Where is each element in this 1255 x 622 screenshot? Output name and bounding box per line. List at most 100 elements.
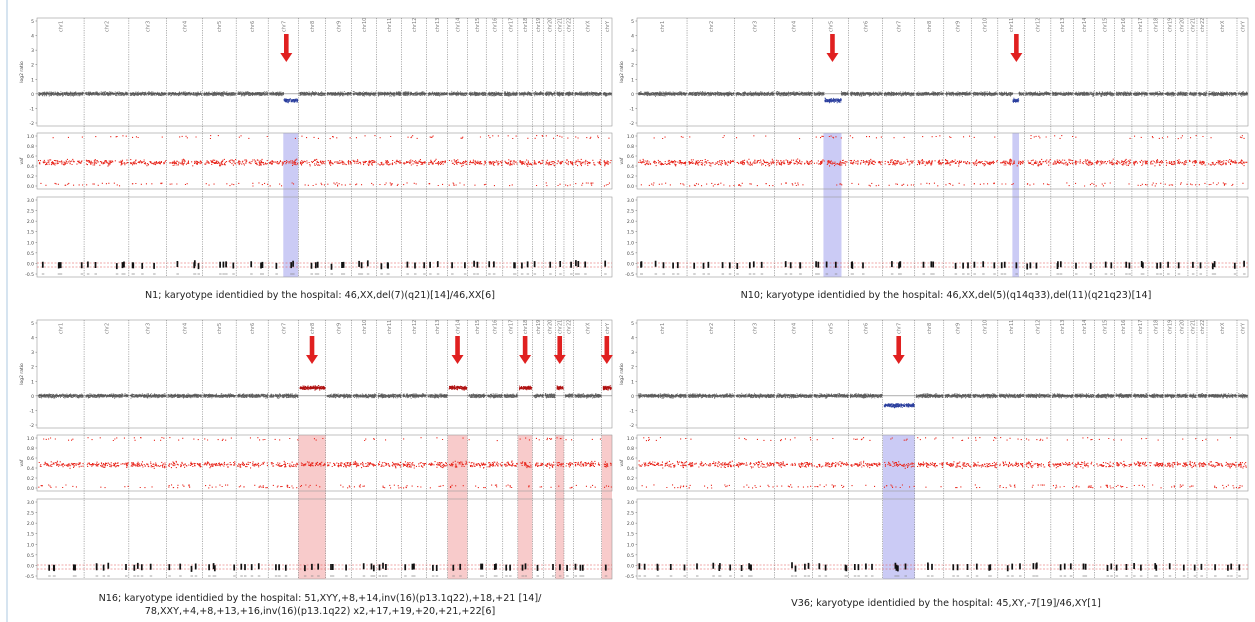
- vaf-axis-label: vaf: [619, 157, 625, 164]
- chromosome-label: chr12: [1036, 18, 1042, 32]
- chromosome-label: chrY: [1240, 20, 1246, 32]
- log2-tick-label: 4: [31, 34, 34, 40]
- vaf-track-frame: [636, 132, 1249, 190]
- cn-tick-label: 0.5: [627, 251, 634, 257]
- highlight-region: [882, 435, 915, 579]
- red-arrow: [826, 34, 839, 62]
- chromosome-label: chr10: [983, 18, 989, 32]
- log2-tick-label: -1: [630, 106, 635, 112]
- vaf-tick-label: 0.8: [27, 144, 34, 150]
- chromosome-label: chr15: [475, 18, 481, 32]
- vaf-tick-label: 0.6: [627, 154, 634, 160]
- chromosome-label: chr2: [104, 323, 110, 334]
- vaf-tick-label: 0.2: [27, 476, 34, 482]
- vaf-tick-label: 0.8: [27, 446, 34, 452]
- log2-tick-label: -2: [630, 121, 635, 127]
- highlight-region: [823, 133, 842, 277]
- chromosome-label: chr3: [146, 323, 152, 334]
- chromosome-label: chr1: [59, 21, 65, 32]
- chromosome-label: chrY: [605, 20, 611, 32]
- cn-tick-label: 2.5: [27, 209, 34, 215]
- log2-tick-label: 5: [31, 19, 34, 25]
- chromosome-label: chr2: [709, 323, 715, 334]
- caption-V36: V36; karyotype identidied by the hospita…: [791, 598, 1101, 609]
- cn-tick-label: -0.5: [25, 272, 34, 278]
- panel-N10: 5 4 3 2 1 0 -1 -2 1.0 0.8 0.6 0.4 0.2 0.0 3.0 2.5 2.0 1.5…: [619, 18, 1249, 278]
- red-arrow-head: [306, 355, 319, 364]
- panel-N1: 5 4 3 2 1 0 -1 -2 1.0 0.8 0.6 0.4 0.2 0.0 3.0 2.5 2.0 1.5…: [19, 18, 613, 278]
- chromosome-label: chr2: [709, 21, 715, 32]
- chromosome-label: chr7: [897, 21, 903, 32]
- cn-tick-label: 0.5: [27, 553, 34, 559]
- vaf-tick-label: 0.2: [27, 174, 34, 180]
- log2-tick-label: -1: [630, 408, 635, 414]
- cn-tick-label: 0.0: [27, 261, 34, 267]
- chromosome-label: chr17: [1138, 18, 1144, 32]
- chromosome-label: chr6: [864, 323, 870, 334]
- vaf-tick-label: 0.0: [627, 184, 634, 190]
- log2-tick-label: 0: [31, 394, 34, 400]
- red-arrow: [451, 336, 464, 364]
- caption-N16-line-1: N16; karyotype identidied by the hospita…: [98, 593, 542, 604]
- log2-tick-label: -2: [630, 423, 635, 429]
- log2-axis-label: log2 ratio: [19, 61, 25, 83]
- chromosome-label: chr6: [250, 323, 256, 334]
- chromosome-label: chr8: [927, 323, 933, 334]
- chromosome-label: chr6: [864, 21, 870, 32]
- cn-markers: [41, 260, 607, 270]
- chromosome-label: chr4: [792, 323, 798, 334]
- chromosome-label: chr22: [567, 320, 573, 334]
- vaf-axis-label: vaf: [19, 459, 25, 466]
- chromosome-label: chr21: [558, 18, 564, 32]
- chromosome-label: chr22: [567, 18, 573, 32]
- chromosome-label: chr7: [281, 323, 287, 334]
- chromosome-label: chr10: [362, 320, 368, 334]
- vaf-tick-label: 0.0: [627, 486, 634, 492]
- chromosome-label: chrX: [586, 20, 592, 32]
- log2-tick-label: 1: [631, 379, 634, 385]
- log2-deviation-points: [824, 97, 1020, 104]
- log2-tick-label: 2: [631, 63, 634, 69]
- figure-left-rule: [6, 0, 8, 622]
- log2-tick-label: 1: [631, 77, 634, 83]
- cn-tick-label: 2.5: [27, 511, 34, 517]
- log2-tick-label: -2: [30, 121, 35, 127]
- vaf-tick-label: 0.4: [627, 164, 634, 170]
- caption-N1: N1; karyotype identidied by the hospital…: [144, 290, 496, 301]
- chromosome-label: chrX: [1220, 20, 1226, 32]
- log2-tick-label: 0: [31, 92, 34, 98]
- red-arrow-shaft: [604, 336, 610, 356]
- red-arrow: [1010, 34, 1023, 62]
- highlight-region: [517, 435, 533, 579]
- red-arrow: [280, 34, 293, 62]
- chromosome-label: chr9: [956, 323, 962, 334]
- chromosome-label: chr1: [59, 323, 65, 334]
- chromosome-label: chr15: [1102, 18, 1108, 32]
- chromosome-label: chr4: [792, 21, 798, 32]
- vaf-tick-label: 0.8: [627, 446, 634, 452]
- chromosome-label: chr19: [536, 320, 542, 334]
- cn-tick-label: 1.5: [627, 532, 634, 538]
- chromosome-label: chrX: [1220, 322, 1226, 334]
- chromosome-label: chr16: [493, 18, 499, 32]
- chromosome-label: chr12: [1036, 320, 1042, 334]
- chromosome-label: chr18: [523, 18, 529, 32]
- log2-tick-label: 5: [631, 321, 634, 327]
- cn-markers: [638, 562, 1241, 572]
- cn-tick-label: 0.0: [627, 261, 634, 267]
- cn-tick-label: 2.0: [27, 219, 34, 225]
- red-arrow-head: [451, 355, 464, 364]
- cn-tick-label: 3.0: [27, 198, 34, 204]
- chromosome-label: chr14: [456, 18, 462, 32]
- chromosome-label: chr5: [217, 21, 223, 32]
- chromosome-label: chr4: [182, 21, 188, 32]
- vaf-tick-label: 0.4: [27, 164, 34, 170]
- vaf-tick-label: 0.2: [627, 476, 634, 482]
- chromosome-label: chr18: [1154, 18, 1160, 32]
- chromosome-label: chr17: [508, 18, 514, 32]
- cn-tick-label: 3.0: [627, 500, 634, 506]
- log2-tick-label: 4: [631, 336, 634, 342]
- log2-tick-label: 2: [31, 365, 34, 371]
- chromosome-label: chr12: [412, 18, 418, 32]
